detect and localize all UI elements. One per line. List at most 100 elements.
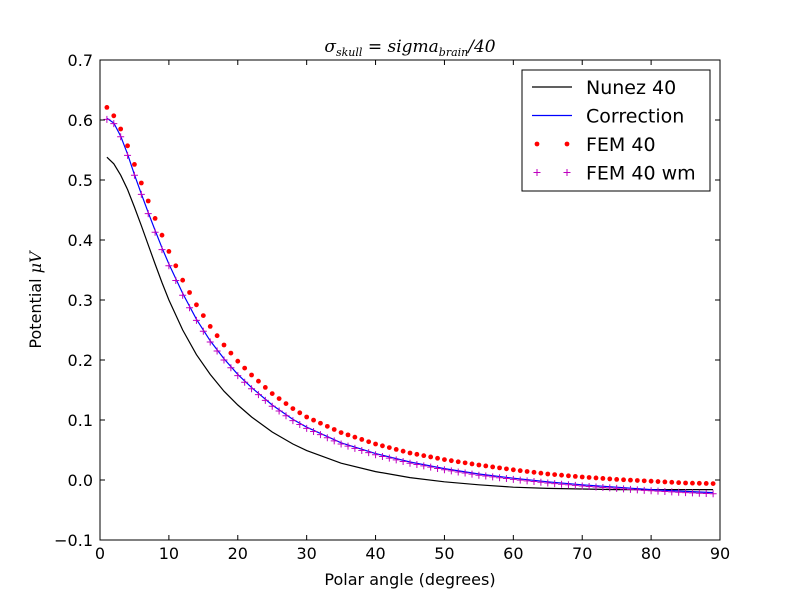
data-point <box>551 480 559 488</box>
data-point <box>104 105 110 110</box>
data-point <box>476 462 482 468</box>
data-point <box>296 421 304 428</box>
data-point <box>207 324 213 329</box>
x-tick-label: 10 <box>159 544 179 563</box>
data-point <box>440 466 448 474</box>
data-point <box>111 113 117 119</box>
data-point <box>124 151 132 159</box>
data-point <box>282 412 290 420</box>
data-point <box>242 365 248 371</box>
data-point <box>633 486 641 494</box>
legend-box <box>521 69 711 192</box>
data-point <box>352 434 358 440</box>
data-point <box>634 478 640 483</box>
data-point <box>523 477 531 485</box>
axes-frame <box>99 59 721 541</box>
data-point <box>172 277 180 284</box>
x-tick-label: 70 <box>572 544 592 563</box>
data-point <box>256 378 261 384</box>
data-point <box>558 480 566 488</box>
data-point <box>614 477 620 482</box>
data-point <box>524 469 530 474</box>
series-fem-40-wm <box>103 115 717 498</box>
data-point <box>179 291 187 299</box>
data-point <box>592 483 600 491</box>
data-point <box>427 463 435 471</box>
series-fem-40 <box>104 105 716 486</box>
data-point <box>372 451 380 459</box>
legend-swatch <box>533 169 541 176</box>
data-point <box>228 350 234 356</box>
data-point <box>393 447 399 452</box>
data-point <box>531 469 537 475</box>
chart-title: σskull = sigmabrain/40 <box>324 37 495 59</box>
legend-item: Correction <box>532 106 684 128</box>
data-point <box>268 402 276 410</box>
data-point <box>468 470 476 478</box>
data-point <box>344 442 352 450</box>
data-point <box>318 420 323 426</box>
data-point <box>297 410 303 416</box>
data-point <box>454 468 462 476</box>
data-point <box>640 486 648 494</box>
data-point <box>695 489 703 497</box>
data-point <box>676 480 682 486</box>
data-point <box>213 347 221 355</box>
data-point <box>510 467 516 473</box>
data-point <box>194 302 199 308</box>
data-point <box>497 465 502 471</box>
data-point <box>655 479 661 484</box>
data-point <box>566 473 571 479</box>
data-point <box>448 458 454 464</box>
data-point <box>304 414 310 420</box>
y-tick-label: 0.2 <box>68 351 93 370</box>
data-point <box>552 472 558 477</box>
data-point <box>331 427 337 432</box>
legend: Nunez 40 Correction FEM 40 FEM 40 wm <box>521 69 711 192</box>
data-point <box>234 372 242 380</box>
data-point <box>380 443 385 449</box>
data-point <box>214 333 220 339</box>
data-point <box>173 263 179 269</box>
data-point <box>538 470 544 476</box>
x-tick-label: 90 <box>710 544 730 563</box>
data-point <box>709 490 717 498</box>
data-point <box>125 143 130 149</box>
data-point <box>469 461 475 467</box>
data-point <box>338 430 344 435</box>
data-point <box>358 446 366 454</box>
y-tick-label: 0.6 <box>68 111 93 130</box>
data-point <box>303 424 311 432</box>
data-point <box>662 479 668 485</box>
data-point <box>152 216 158 221</box>
data-point <box>132 162 137 167</box>
data-point <box>345 432 351 438</box>
data-point <box>572 474 578 479</box>
data-point <box>628 477 633 483</box>
data-point <box>351 444 359 452</box>
data-point <box>130 171 138 179</box>
data-point <box>661 488 669 496</box>
data-point <box>337 440 345 448</box>
data-point <box>702 490 710 497</box>
data-point <box>269 391 275 396</box>
data-point <box>696 480 702 486</box>
data-point <box>227 364 235 372</box>
data-point <box>509 475 517 483</box>
data-point <box>206 338 214 346</box>
data-point <box>571 481 579 489</box>
data-point <box>420 462 428 470</box>
data-point <box>117 133 125 141</box>
legend-swatch <box>534 141 540 147</box>
data-point <box>221 342 227 348</box>
x-tick-label: 30 <box>296 544 316 563</box>
legend-label: FEM 40 wm <box>586 163 696 185</box>
data-point <box>593 475 599 481</box>
data-point <box>311 417 316 423</box>
data-point <box>187 290 192 295</box>
data-point <box>585 482 593 490</box>
data-point <box>607 476 613 482</box>
data-point <box>675 488 683 496</box>
data-point <box>359 437 365 442</box>
